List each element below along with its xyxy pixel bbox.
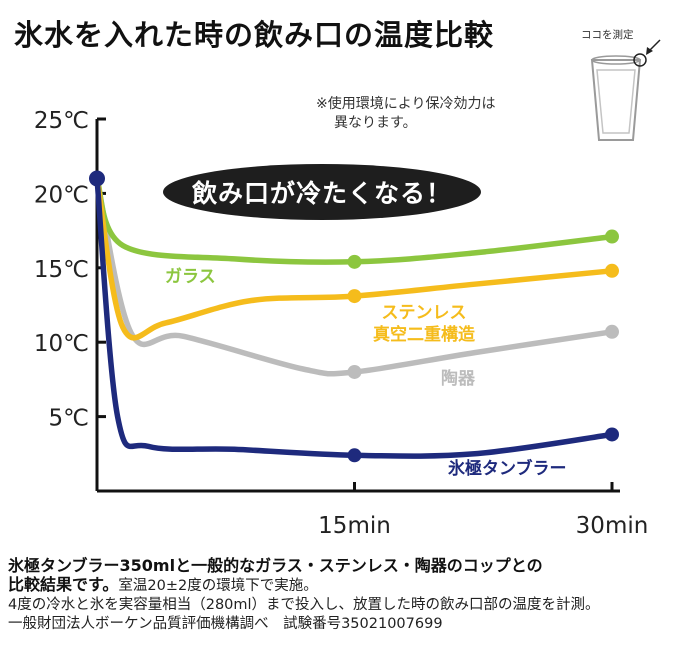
- page-title: 氷水を入れた時の飲み口の温度比較: [14, 18, 495, 52]
- data-point-glass: [347, 254, 362, 269]
- y-tick-label: 10℃: [34, 331, 89, 357]
- measure-arrow-head: [646, 47, 653, 55]
- data-point-ceramic: [605, 324, 619, 339]
- data-point-hyogoku: [605, 427, 619, 442]
- cup-rim: [591, 55, 641, 65]
- data-point-hyogoku: [347, 448, 362, 463]
- usage-note: ※使用環境により保冷効力は 異なります。: [316, 95, 495, 133]
- start-point: [89, 170, 105, 187]
- x-tick-label: 30min: [576, 513, 649, 539]
- caption-line-2-bold: 比較結果です。: [8, 575, 119, 594]
- series-label-line: 陶器: [441, 368, 476, 389]
- series-label-line: ガラス: [165, 267, 216, 287]
- series-label-hyogoku: 氷極タンブラー: [448, 458, 567, 479]
- y-tick-label: 25℃: [34, 108, 89, 134]
- series-line-ceramic: [94, 175, 615, 377]
- caption-line-2: 比較結果です。室温20±2度の環境下で実施。: [8, 575, 693, 596]
- y-tick-label: 5℃: [49, 406, 89, 432]
- series-label-glass: ガラス: [165, 267, 216, 287]
- series-label-stainless: ステンレス真空二重構造: [373, 303, 476, 345]
- series-label-line: 氷極タンブラー: [448, 458, 567, 479]
- series-label-line: ステンレス: [382, 303, 467, 323]
- measure-point-circle: [633, 53, 647, 67]
- series-label-line: 真空二重構造: [373, 324, 476, 345]
- series-line-glass: [94, 175, 615, 265]
- series-line-stainless: [94, 175, 615, 341]
- usage-note-line-1: ※使用環境により保冷効力は: [316, 96, 496, 112]
- x-tick-label: 15min: [318, 513, 391, 539]
- y-tick-label: 20℃: [34, 182, 89, 208]
- caption-line-3: 4度の冷水と氷を実容量相当（280ml）まで投入し、放置した時の飲み口部の温度を…: [8, 597, 600, 613]
- caption: 氷極タンブラー350mlと一般的なガラス・ステンレス・陶器のコップとの 比較結果…: [8, 556, 693, 634]
- series-line-hyogoku: [94, 175, 615, 459]
- caption-line-1: 氷極タンブラー350mlと一般的なガラス・ステンレス・陶器のコップとの: [8, 556, 543, 575]
- data-point-ceramic: [347, 364, 362, 379]
- highlight-banner: 飲み口が冷たくなる！: [163, 164, 481, 220]
- data-point-stainless: [347, 289, 362, 304]
- series-label-ceramic: 陶器: [441, 368, 476, 389]
- usage-note-line-2: 異なります。: [334, 115, 417, 131]
- data-point-glass: [605, 229, 619, 244]
- cup-inner: [596, 69, 636, 134]
- temperature-line-chart: 5℃ 10℃ 15℃ 20℃ 25℃ 15min 30min ガラスステンレス真空二重構造陶…: [34, 39, 661, 539]
- cup-outer: [590, 59, 642, 141]
- y-tick-label: 15℃: [34, 257, 89, 283]
- data-point-stainless: [605, 263, 619, 278]
- cup-illustration: [590, 39, 661, 141]
- caption-line-2-rest: 室温20±2度の環境下で実施。: [118, 578, 318, 594]
- cup-measure-label: ココを測定: [581, 29, 634, 41]
- caption-line-4: 一般財団法人ボーケン品質評価機構調べ 試験番号35021007699: [8, 616, 443, 632]
